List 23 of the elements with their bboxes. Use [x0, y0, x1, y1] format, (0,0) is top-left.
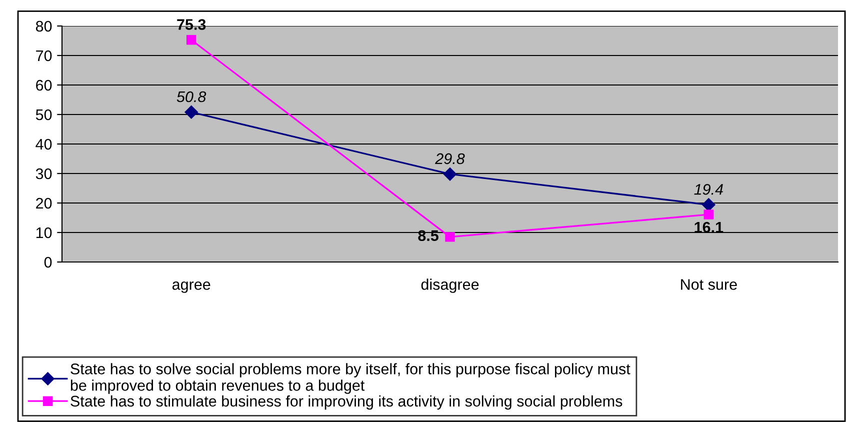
y-tick-label: 10 — [36, 227, 52, 238]
x-tick-label: disagree — [421, 278, 479, 293]
y-tick-label: 20 — [36, 198, 52, 209]
y-tick-label: 70 — [36, 50, 52, 62]
y-tick-label: 60 — [36, 80, 52, 91]
point — [443, 168, 457, 181]
point — [702, 198, 716, 212]
legend-label: State has to stimulate business for improving its activity in solving social problems — [70, 395, 622, 410]
y-tick-label: 40 — [36, 138, 52, 150]
point — [445, 232, 455, 242]
point — [704, 210, 714, 220]
y-tick-label: 30 — [36, 168, 52, 180]
point — [186, 35, 196, 45]
y-tick-label: 80 — [36, 20, 52, 32]
y-tick-label: 50 — [36, 109, 52, 120]
x-tick-label: Not sure — [681, 279, 737, 290]
data-label: 29.8 — [435, 153, 465, 164]
data-label: 19.4 — [694, 184, 723, 195]
point — [184, 106, 198, 119]
legend-label: State has to solve social problems more by itself, for this purpose fiscal policy must be improved to obtain revenues to a budget — [70, 363, 630, 394]
x-tick-label: agree — [172, 282, 210, 293]
data-label: 50.8 — [176, 91, 206, 102]
y-tick-label: 0 — [44, 256, 52, 268]
